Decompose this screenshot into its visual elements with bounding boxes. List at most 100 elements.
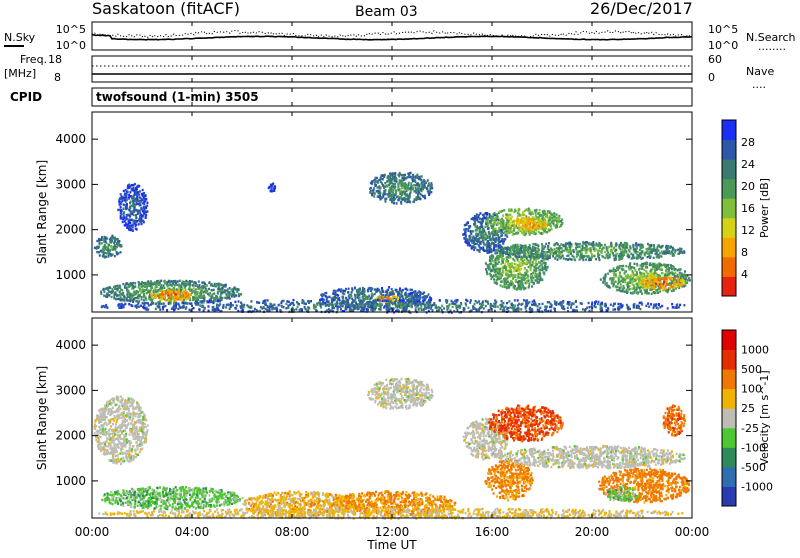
heatmap-cell	[505, 213, 507, 215]
heatmap-cell	[382, 194, 384, 196]
heatmap-cell	[129, 300, 131, 302]
heatmap-cell	[419, 193, 421, 195]
heatmap-cell	[146, 285, 148, 287]
heatmap-cell	[399, 182, 401, 184]
heatmap-cell	[108, 244, 110, 246]
heatmap-cell	[623, 287, 625, 289]
heatmap-cell	[213, 292, 215, 294]
heatmap-cell	[338, 289, 340, 291]
cpid-value: twofsound (1-min) 3505	[96, 90, 259, 104]
heatmap-cell	[618, 276, 620, 278]
heatmap-cell	[123, 204, 125, 206]
heatmap-cell	[233, 292, 235, 294]
heatmap-cell	[114, 255, 116, 257]
heatmap-cell	[504, 283, 506, 285]
heatmap-cell	[427, 185, 429, 187]
heatmap-cell	[640, 253, 642, 255]
heatmap-cell	[126, 198, 128, 200]
heatmap-cell	[512, 258, 514, 260]
heatmap-cell	[613, 267, 615, 269]
heatmap-cell	[501, 210, 503, 212]
heatmap-cell	[547, 210, 549, 212]
noise-right-legend: ........	[758, 40, 786, 53]
heatmap-cell	[624, 272, 626, 274]
heatmap-cell	[399, 296, 401, 298]
heatmap-cell	[387, 176, 389, 178]
heatmap-cell	[157, 283, 159, 285]
heatmap-cell	[529, 256, 531, 258]
heatmap-cell	[132, 230, 134, 232]
heatmap-cell	[365, 298, 367, 300]
heatmap-cell	[368, 295, 370, 297]
heatmap-cell	[547, 266, 549, 268]
noise-panel-frame	[92, 22, 692, 50]
heatmap-cell	[491, 270, 493, 272]
heatmap-cell	[194, 297, 196, 299]
heatmap-cell	[212, 285, 214, 287]
heatmap-cell	[475, 247, 477, 249]
heatmap-cell	[96, 251, 98, 253]
heatmap-cell	[362, 296, 364, 298]
heatmap-cell	[202, 285, 204, 287]
heatmap-cell	[547, 222, 549, 224]
heatmap-cell	[106, 237, 108, 239]
heatmap-cell	[503, 209, 505, 211]
heatmap-cell	[145, 214, 147, 216]
heatmap-cell	[109, 238, 111, 240]
heatmap-cell	[194, 294, 196, 296]
heatmap-cell	[587, 255, 589, 257]
heatmap-cell	[465, 228, 467, 230]
heatmap-cell	[100, 250, 102, 252]
heatmap-cell	[372, 189, 374, 191]
heatmap-cell	[517, 218, 519, 220]
heatmap-cell	[359, 289, 361, 291]
heatmap-cell	[521, 274, 523, 276]
heatmap-cell	[636, 257, 638, 259]
heatmap-cell	[402, 183, 404, 185]
heatmap-cell	[358, 294, 360, 296]
heatmap-cell	[412, 178, 414, 180]
heatmap-cell	[661, 278, 663, 280]
heatmap-cell	[380, 176, 382, 178]
heatmap-cell	[639, 268, 641, 270]
heatmap-cell	[363, 290, 365, 292]
heatmap-cell	[540, 214, 542, 216]
heatmap-cell	[462, 233, 464, 235]
heatmap-cell	[533, 232, 535, 234]
heatmap-cell	[163, 291, 165, 293]
heatmap-cell	[476, 235, 478, 237]
heatmap-cell	[135, 291, 137, 293]
heatmap-cell	[633, 274, 635, 276]
heatmap-cell	[633, 248, 635, 250]
heatmap-cell	[206, 284, 208, 286]
heatmap-cell	[657, 266, 659, 268]
heatmap-cell	[500, 240, 502, 242]
heatmap-cell	[369, 188, 371, 190]
heatmap-cell	[615, 253, 617, 255]
heatmap-cell	[483, 243, 485, 245]
heatmap-cell	[391, 200, 393, 202]
heatmap-cell	[505, 224, 507, 226]
heatmap-cell	[128, 299, 130, 301]
heatmap-cell	[428, 194, 430, 196]
heatmap-cell	[388, 286, 390, 288]
heatmap-cell	[471, 241, 473, 243]
heatmap-cell	[113, 295, 115, 297]
heatmap-cell	[528, 262, 530, 264]
heatmap-cell	[119, 285, 121, 287]
heatmap-cell	[577, 243, 579, 245]
heatmap-cell	[425, 295, 427, 297]
heatmap-cell	[544, 251, 546, 253]
heatmap-cell	[603, 247, 605, 249]
heatmap-cell	[673, 254, 675, 256]
heatmap-cell	[564, 249, 566, 251]
heatmap-cell	[532, 213, 534, 215]
heatmap-cell	[105, 288, 107, 290]
heatmap-cell	[485, 262, 487, 264]
heatmap-cell	[492, 237, 494, 239]
heatmap-cell	[120, 299, 122, 301]
heatmap-cell	[517, 215, 519, 217]
heatmap-cell	[546, 251, 548, 253]
heatmap-cell	[488, 268, 490, 270]
heatmap-cell	[490, 217, 492, 219]
